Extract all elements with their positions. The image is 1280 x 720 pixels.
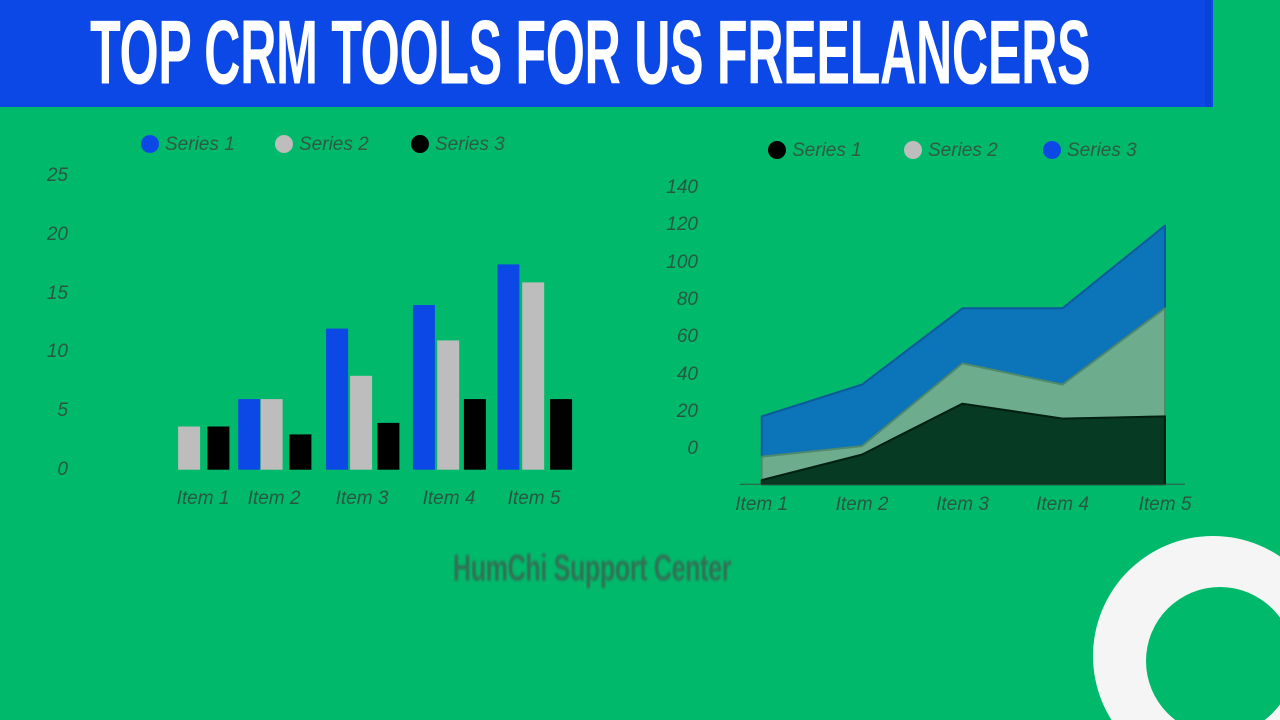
- svg-text:Item 3: Item 3: [336, 488, 389, 509]
- svg-text:Series 3: Series 3: [435, 134, 505, 155]
- svg-text:Series 2: Series 2: [928, 140, 998, 161]
- svg-text:80: 80: [677, 289, 699, 310]
- svg-text:Series 3: Series 3: [1067, 140, 1137, 161]
- svg-text:Item 4: Item 4: [1036, 494, 1089, 515]
- svg-text:20: 20: [676, 401, 699, 422]
- svg-text:15: 15: [47, 283, 69, 304]
- svg-text:Item 4: Item 4: [423, 488, 476, 509]
- svg-text:Series 1: Series 1: [165, 134, 235, 155]
- svg-text:Item 1: Item 1: [177, 488, 230, 509]
- svg-text:Series 1: Series 1: [792, 140, 862, 161]
- svg-text:Item 5: Item 5: [1139, 494, 1192, 515]
- svg-text:20: 20: [46, 224, 69, 245]
- svg-text:Item 5: Item 5: [508, 488, 561, 509]
- svg-text:Item 1: Item 1: [735, 494, 788, 515]
- svg-text:Item 2: Item 2: [248, 488, 301, 509]
- svg-text:0: 0: [57, 459, 68, 480]
- svg-text:Series 2: Series 2: [299, 134, 369, 155]
- svg-text:140: 140: [666, 177, 698, 198]
- svg-text:10: 10: [47, 341, 69, 362]
- svg-text:100: 100: [666, 252, 698, 273]
- svg-text:120: 120: [666, 214, 698, 235]
- svg-text:60: 60: [677, 326, 699, 347]
- svg-text:40: 40: [677, 364, 699, 385]
- svg-text:Item 2: Item 2: [836, 494, 889, 515]
- svg-text:Item 3: Item 3: [936, 494, 989, 515]
- svg-text:0: 0: [687, 438, 698, 459]
- svg-text:5: 5: [57, 400, 68, 421]
- svg-text:25: 25: [46, 165, 69, 186]
